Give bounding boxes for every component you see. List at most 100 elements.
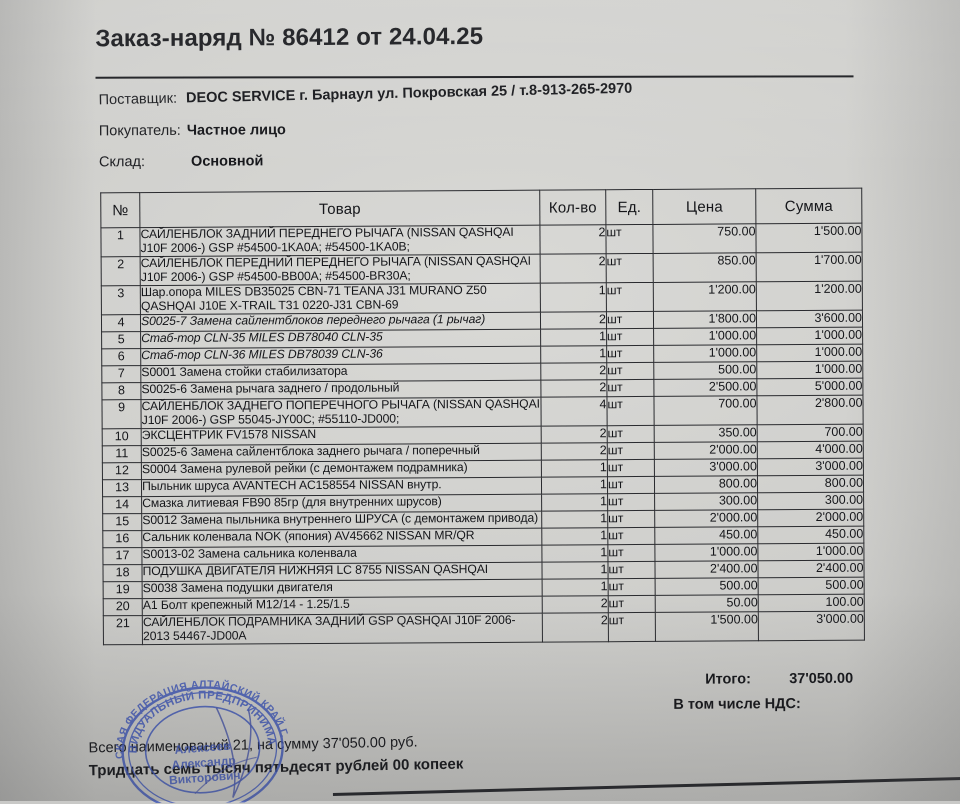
cell-unit: шт: [606, 379, 655, 397]
cell-quantity: 1: [541, 493, 608, 512]
table-row: 21 САЙЛЕНБЛОК ПОДРАМНИКА ЗАДНИЙ GSP QASHQ…: [103, 611, 865, 645]
cell-unit: шт: [606, 362, 655, 380]
table-row: 2 САЙЛЕНБЛОК ПЕРЕДНИЙ ПЕРЕДНЕГО РЫЧАГА (N…: [101, 252, 863, 286]
cell-number: 6: [101, 348, 141, 366]
cell-unit: шт: [606, 328, 654, 346]
cell-unit: шт: [607, 425, 655, 443]
cell-sum: 700.00: [757, 424, 864, 442]
cell-number: 14: [102, 496, 142, 514]
warehouse-label: Склад:: [98, 154, 146, 171]
cell-price: 2'000.00: [654, 441, 758, 460]
cell-number: 21: [103, 615, 143, 645]
supplier-row: Поставщик: DEOC SERVICE г. Барнаул ул. По…: [98, 81, 632, 109]
cell-sum: 4'000.00: [757, 441, 864, 459]
cell-sum: 5'000.00: [756, 378, 863, 396]
cell-unit: шт: [607, 510, 655, 528]
cell-price: 1'000.00: [653, 327, 757, 346]
cell-number: 20: [103, 598, 143, 616]
cell-quantity: 1: [540, 345, 607, 364]
warehouse-row: Склад: Основной: [99, 153, 264, 170]
cell-unit: шт: [606, 253, 654, 283]
cell-number: 9: [101, 399, 142, 429]
cell-number: 18: [102, 564, 143, 582]
cell-number: 16: [102, 530, 142, 548]
warehouse-value: Основной: [190, 153, 264, 170]
cell-number: 17: [102, 547, 143, 565]
cell-unit: шт: [607, 476, 655, 494]
cell-price: 800.00: [654, 475, 758, 494]
cell-item-name: САЙЛЕНБЛОК ЗАДНЕГО ПОПЕРЕЧНОГО РЫЧАГА (N…: [141, 396, 542, 429]
cell-quantity: 1: [541, 459, 608, 478]
cell-sum: 2'400.00: [758, 560, 865, 578]
cell-sum: 1'500.00: [755, 223, 863, 253]
cell-item-name: САЙЛЕНБЛОК ПЕРЕДНИЙ ПЕРЕДНЕГО РЫЧАГА (NI…: [140, 254, 541, 286]
cell-price: 1'200.00: [653, 281, 757, 312]
cell-price: 750.00: [653, 223, 757, 254]
cell-unit: шт: [607, 459, 655, 477]
cell-number: 2: [101, 256, 141, 286]
cell-quantity: 2: [542, 612, 609, 643]
header-divider-rule: [95, 75, 854, 79]
cell-number: 3: [101, 285, 141, 315]
cell-quantity: 2: [542, 595, 609, 614]
cell-sum: 1'000.00: [756, 344, 863, 362]
cell-price: 450.00: [654, 526, 758, 545]
goods-table: № Товар Кол-во Ед. Цена Сумма 1 САЙЛЕНБЛО…: [100, 188, 865, 646]
cell-price: 1'000.00: [655, 543, 759, 562]
cell-number: 10: [102, 428, 142, 446]
cell-sum: 1'700.00: [756, 252, 863, 282]
cell-sum: 100.00: [758, 594, 865, 612]
cell-sum: 450.00: [757, 526, 864, 544]
cell-quantity: 1: [542, 561, 609, 580]
table-row: 3 Шар.опора MILES DB35025 CBN-71 TEANA J3…: [101, 281, 863, 315]
cell-unit: шт: [606, 311, 654, 329]
cell-quantity: 1: [541, 544, 608, 563]
cell-price: 1'000.00: [653, 344, 757, 363]
cell-quantity: 1: [540, 282, 607, 313]
table-row: 9 САЙЛЕНБЛОК ЗАДНЕГО ПОПЕРЕЧНОГО РЫЧАГА (…: [101, 395, 864, 429]
cell-price: 500.00: [653, 361, 757, 380]
cell-sum: 3'000.00: [757, 458, 864, 476]
cell-quantity: 4: [541, 396, 608, 427]
cell-sum: 2'000.00: [757, 509, 864, 527]
col-header-unit: Ед.: [605, 189, 654, 225]
cell-sum: 1'000.00: [756, 361, 863, 379]
document-title: Заказ-наряд № 86412 от 24.04.25: [95, 22, 484, 53]
cell-unit: шт: [605, 224, 654, 254]
cell-price: 500.00: [655, 577, 759, 596]
cell-number: 4: [101, 314, 141, 332]
cell-unit: шт: [606, 396, 655, 426]
cell-sum: 3'600.00: [756, 310, 863, 328]
cell-sum: 800.00: [757, 475, 864, 493]
cell-unit: шт: [607, 493, 655, 511]
cell-price: 2'400.00: [655, 560, 759, 579]
table-row: 1 САЙЛЕНБЛОК ЗАДНИЙ ПЕРЕДНЕГО РЫЧАГА (NIS…: [100, 223, 863, 257]
table-header-row: № Товар Кол-во Ед. Цена Сумма: [100, 188, 862, 228]
cell-number: 12: [102, 462, 142, 480]
cell-price: 700.00: [654, 395, 758, 426]
cell-number: 13: [102, 479, 142, 497]
buyer-row: Покупатель: Частное лицо: [99, 122, 286, 139]
cell-sum: 1'000.00: [756, 327, 863, 345]
cell-price: 2'000.00: [654, 509, 758, 528]
cell-unit: шт: [608, 595, 656, 613]
cell-unit: шт: [606, 345, 654, 363]
cell-sum: 500.00: [758, 577, 865, 595]
col-header-sum: Сумма: [755, 188, 862, 224]
cell-unit: шт: [607, 527, 656, 545]
cell-unit: шт: [606, 282, 654, 312]
cell-number: 7: [101, 365, 141, 383]
cell-price: 850.00: [653, 252, 757, 283]
cell-unit: шт: [607, 561, 656, 579]
buyer-label: Покупатель:: [98, 122, 181, 140]
cell-price: 2'500.00: [654, 378, 758, 397]
cell-quantity: 2: [541, 442, 608, 461]
cell-quantity: 2: [540, 224, 607, 255]
cell-price: 3'000.00: [654, 458, 758, 477]
goods-table-body: 1 САЙЛЕНБЛОК ЗАДНИЙ ПЕРЕДНЕГО РЫЧАГА (NIS…: [100, 223, 865, 645]
cell-number: 11: [102, 445, 142, 463]
cell-quantity: 2: [540, 379, 607, 398]
cell-unit: шт: [608, 578, 656, 596]
cell-number: 15: [102, 513, 142, 531]
